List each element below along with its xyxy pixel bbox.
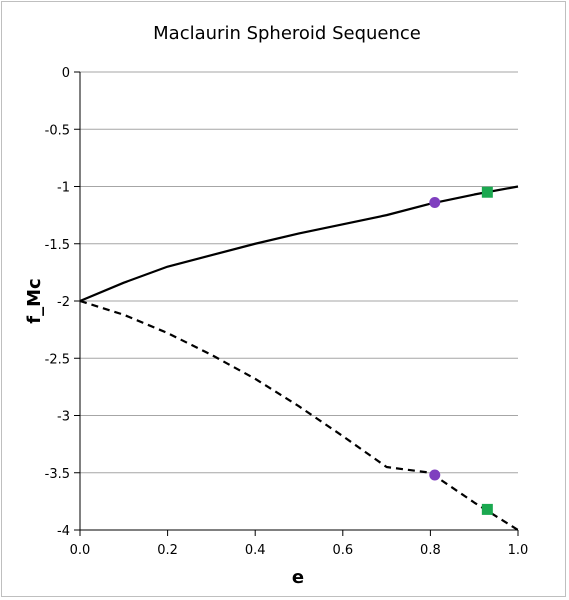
series-line-dashed bbox=[79, 299, 519, 531]
marker-circle bbox=[429, 197, 441, 209]
series-line-solid bbox=[79, 185, 519, 303]
x-tick-label: 0.8 bbox=[420, 543, 441, 558]
y-tick-label: -1.5 bbox=[45, 238, 70, 253]
x-tick-label: 0.6 bbox=[332, 543, 353, 558]
marker-square bbox=[481, 186, 493, 198]
y-axis-label: f_Mc bbox=[24, 278, 45, 323]
y-tick-label: -4 bbox=[57, 524, 70, 539]
y-tick-label: -3 bbox=[57, 410, 70, 425]
x-tick-label: 0.2 bbox=[157, 543, 178, 558]
series-lines bbox=[79, 185, 519, 531]
axes bbox=[74, 71, 519, 536]
y-tick-label: -3.5 bbox=[45, 467, 70, 482]
y-tick-label: 0 bbox=[62, 66, 70, 81]
x-axis-label: e bbox=[292, 567, 304, 588]
tick-labels: 0 -0.5 -1 -1.5 -2 -2.5 -3 -3.5 -40.0 0.2 0.4 0.6 0.8… bbox=[45, 66, 529, 558]
y-tick-label: -2 bbox=[57, 295, 70, 310]
grid bbox=[80, 71, 518, 474]
markers bbox=[429, 186, 493, 515]
x-tick-label: 0.0 bbox=[70, 543, 91, 558]
y-tick-label: -1 bbox=[57, 181, 70, 196]
y-tick-label: -0.5 bbox=[45, 123, 70, 138]
y-tick-label: -2.5 bbox=[45, 352, 70, 367]
marker-circle bbox=[429, 469, 441, 481]
x-tick-label: 1.0 bbox=[508, 543, 529, 558]
chart-title: Maclaurin Spheroid Sequence bbox=[153, 23, 421, 44]
marker-square bbox=[481, 503, 493, 515]
x-tick-label: 0.4 bbox=[245, 543, 266, 558]
